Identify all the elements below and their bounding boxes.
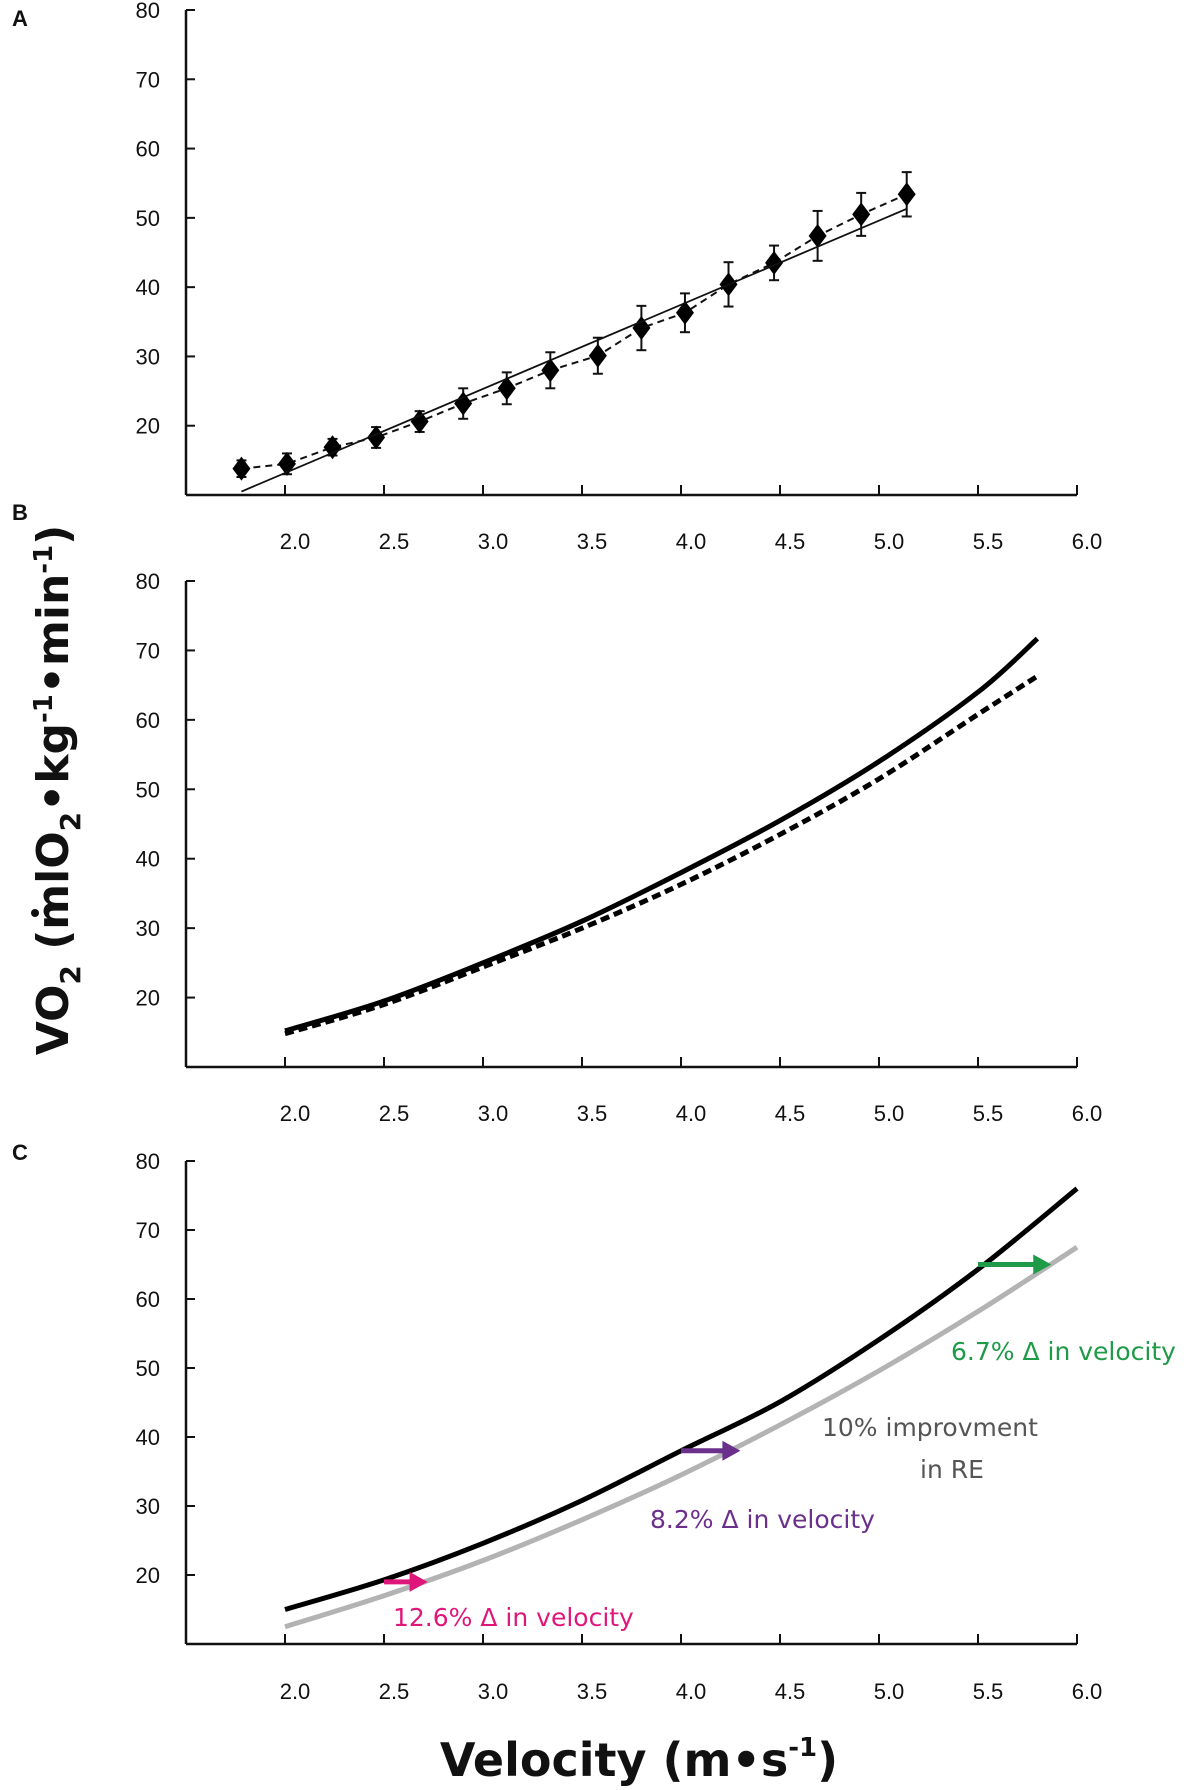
panel-label-c: C	[12, 1140, 28, 1165]
y-tick-label: 40	[136, 847, 160, 872]
panel-b-chart: 2.0 2.5 3.0 3.5 4.0 4.5 5.0 5.5 6.0 20 30 40 50 60 70 8…	[136, 569, 1103, 1126]
x-tick-label: 2.0	[280, 1679, 311, 1704]
data-point	[808, 223, 827, 248]
y-tick-label: 70	[136, 1218, 160, 1243]
x-tick-label: 3.5	[577, 1679, 608, 1704]
x-tick-label: 4.5	[775, 1679, 806, 1704]
x-tick-label: 4.0	[676, 529, 707, 554]
series-measured-line	[241, 193, 908, 470]
data-point	[410, 409, 429, 434]
x-tick-label: 5.5	[973, 1101, 1004, 1126]
x-tick-label: 3.5	[577, 529, 608, 554]
x-tick-label: 6.0	[1072, 1679, 1103, 1704]
x-tick-label: 2.0	[280, 529, 311, 554]
x-tick-label: 4.5	[775, 1101, 806, 1126]
y-tick-label: 80	[136, 1149, 160, 1174]
x-tick-label: 5.0	[874, 1101, 905, 1126]
annotation-in-re: in RE	[920, 1455, 984, 1484]
data-point	[632, 316, 651, 341]
y-axis-title-dot	[31, 909, 39, 917]
y-tick-label: 70	[136, 638, 160, 663]
x-tick-label: 5.5	[973, 1679, 1004, 1704]
x-tick-label: 3.0	[478, 1679, 509, 1704]
x-tick-label: 2.5	[379, 1101, 410, 1126]
x-axis-title: Velocity (m•s-1)	[440, 1733, 838, 1787]
shift-arrow-head	[722, 1440, 741, 1461]
panel-label-a: A	[12, 6, 28, 31]
y-tick-label: 20	[136, 414, 160, 439]
x-tick-label: 5.5	[973, 529, 1004, 554]
panel-a-chart: 2.0 2.5 3.0 3.5 4.0 4.5 5.0 5.5 6.0 20 30 40 50 60 70 8…	[136, 0, 1103, 554]
series-curve-2	[284, 674, 1039, 1037]
x-tick-label: 3.5	[577, 1101, 608, 1126]
y-tick-label: 20	[136, 1563, 160, 1588]
data-point	[232, 456, 251, 481]
shift-arrow-head	[409, 1571, 428, 1592]
y-tick-label: 30	[136, 344, 160, 369]
y-tick-label: 30	[136, 1494, 160, 1519]
data-point	[852, 202, 871, 227]
data-point	[765, 250, 784, 275]
data-point	[588, 343, 607, 368]
x-tick-label: 2.5	[379, 529, 410, 554]
x-tick-label: 3.0	[478, 1101, 509, 1126]
annotation-8-2-pct: 8.2% Δ in velocity	[650, 1505, 875, 1534]
x-tick-label: 5.0	[874, 529, 905, 554]
y-tick-label: 60	[136, 708, 160, 733]
data-point	[454, 391, 473, 416]
data-point	[541, 358, 560, 383]
series-baseline	[284, 1186, 1079, 1612]
x-tick-label: 4.0	[676, 1679, 707, 1704]
y-axis-title: VO2 (mlO2•kg-1•min-1)	[28, 525, 87, 1056]
y-tick-label: 50	[136, 777, 160, 802]
y-tick-label: 80	[136, 0, 160, 23]
panel-label-b: B	[12, 500, 28, 525]
y-tick-label: 30	[136, 916, 160, 941]
panel-c-chart: 2.0 2.5 3.0 3.5 4.0 4.5 5.0 5.5 6.0 20 30 40 50 60 70 8…	[136, 1149, 1103, 1704]
x-tick-label: 2.0	[280, 1101, 311, 1126]
y-tick-label: 50	[136, 1356, 160, 1381]
data-point	[897, 182, 916, 207]
y-tick-label: 80	[136, 569, 160, 594]
x-tick-label: 4.5	[775, 529, 806, 554]
shift-arrow-head	[1033, 1254, 1052, 1275]
data-point	[675, 300, 694, 325]
y-tick-label: 20	[136, 986, 160, 1011]
data-point	[323, 435, 342, 460]
annotation-re-improvement: 10% improvment	[822, 1413, 1038, 1442]
x-tick-label: 3.0	[478, 529, 509, 554]
y-tick-label: 50	[136, 206, 160, 231]
y-tick-label: 60	[136, 137, 160, 162]
y-tick-label: 70	[136, 67, 160, 92]
x-tick-label: 2.5	[379, 1679, 410, 1704]
series-curve-1	[284, 636, 1040, 1034]
x-tick-label: 5.0	[874, 1679, 905, 1704]
y-tick-label: 40	[136, 275, 160, 300]
x-tick-label: 6.0	[1072, 1101, 1103, 1126]
y-tick-label: 60	[136, 1287, 160, 1312]
data-point	[497, 376, 516, 401]
annotation-12-6-pct: 12.6% Δ in velocity	[393, 1603, 634, 1632]
x-tick-label: 4.0	[676, 1101, 707, 1126]
x-tick-label: 6.0	[1072, 529, 1103, 554]
annotation-6-7-pct: 6.7% Δ in velocity	[951, 1337, 1176, 1366]
series-linear-fit	[241, 208, 908, 493]
y-tick-label: 40	[136, 1425, 160, 1450]
